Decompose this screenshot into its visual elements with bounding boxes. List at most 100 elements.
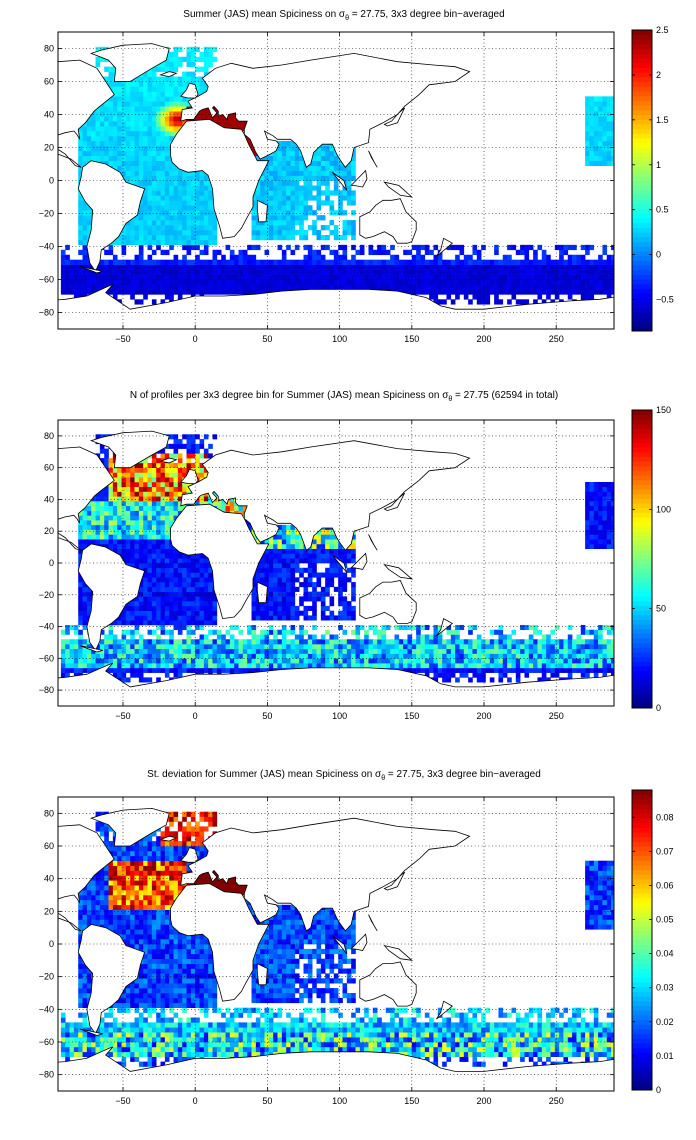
heatmap-cell <box>468 274 473 280</box>
heatmap-cell <box>351 284 356 290</box>
heatmap-cell <box>368 249 374 256</box>
heatmap-cell <box>138 131 144 137</box>
heatmap-cell <box>221 663 226 669</box>
heatmap-cell <box>117 510 122 516</box>
heatmap-cell <box>212 434 218 440</box>
heatmap-cell <box>151 106 157 112</box>
colorbar-segment <box>632 255 652 261</box>
heatmap-cell <box>190 453 196 459</box>
heatmap-cell <box>69 639 75 645</box>
heatmap-cell <box>290 175 296 181</box>
heatmap-cell <box>234 289 239 295</box>
heatmap-cell <box>164 582 170 588</box>
heatmap-cell <box>208 591 213 597</box>
heatmap-cell <box>130 259 135 265</box>
heatmap-cell <box>78 639 83 645</box>
heatmap-cell <box>307 279 313 285</box>
heatmap-cell <box>273 601 278 607</box>
heatmap-cell <box>108 259 114 265</box>
heatmap-cell <box>338 165 343 171</box>
heatmap-cell <box>611 135 614 142</box>
heatmap-cell <box>255 610 261 616</box>
heatmap-cell <box>221 289 226 295</box>
heatmap-cell <box>117 81 122 87</box>
heatmap-cell <box>203 558 209 564</box>
heatmap-cell <box>99 653 105 659</box>
heatmap-cell <box>338 274 343 280</box>
heatmap-cell <box>164 264 170 270</box>
heatmap-cell <box>130 510 135 516</box>
heatmap-cell <box>372 279 378 285</box>
heatmap-cell <box>563 249 569 256</box>
heatmap-cell <box>160 515 166 521</box>
heatmap-cell <box>147 126 153 132</box>
heatmap-cell <box>95 284 101 290</box>
heatmap-cell <box>234 505 239 511</box>
heatmap-cell <box>268 264 274 270</box>
heatmap-cell <box>173 453 179 459</box>
heatmap-cell <box>593 289 599 295</box>
heatmap-cell <box>177 259 183 265</box>
heatmap-cell <box>182 572 187 578</box>
heatmap-cell <box>277 577 283 583</box>
heatmap-cell <box>268 230 274 236</box>
heatmap-cell <box>589 111 595 117</box>
heatmap-cell <box>212 56 218 62</box>
heatmap-cell <box>203 279 209 285</box>
heatmap-cell <box>606 150 612 157</box>
heatmap-cell <box>238 644 244 650</box>
heatmap-cell <box>260 284 265 290</box>
heatmap-cell <box>580 289 586 295</box>
heatmap-cell <box>125 472 131 478</box>
heatmap-cell <box>164 239 170 246</box>
heatmap-cell <box>212 225 218 231</box>
colorbar-segment <box>632 44 652 50</box>
heatmap-cell <box>134 155 140 161</box>
heatmap-cell <box>151 605 157 611</box>
heatmap-cell <box>420 284 426 290</box>
heatmap-cell <box>411 244 417 251</box>
heatmap-cell <box>169 486 174 492</box>
heatmap-cell <box>182 225 187 231</box>
heatmap-cell <box>182 175 187 181</box>
heatmap-cell <box>277 145 283 152</box>
heatmap-cell <box>182 481 187 488</box>
heatmap-cell <box>182 269 187 275</box>
heatmap-cell <box>134 101 140 107</box>
heatmap-cell <box>130 534 135 540</box>
heatmap-cell <box>147 165 153 171</box>
heatmap-cell <box>225 653 231 659</box>
heatmap-cell <box>216 505 222 511</box>
heatmap-cell <box>195 244 200 251</box>
heatmap-cell <box>476 259 482 265</box>
heatmap-cell <box>121 663 127 669</box>
heatmap-cell <box>117 486 122 492</box>
heatmap-cell <box>190 658 196 664</box>
heatmap-cell <box>225 116 231 122</box>
heatmap-cell <box>112 496 118 502</box>
heatmap-cell <box>260 230 265 236</box>
heatmap-cell <box>342 259 348 265</box>
heatmap-cell <box>299 160 304 166</box>
heatmap-cell <box>156 486 161 492</box>
heatmap-cell <box>563 274 569 280</box>
y-tick-label: −40 <box>39 242 54 252</box>
heatmap-cell <box>299 269 304 275</box>
heatmap-cell <box>242 121 248 127</box>
heatmap-cell <box>481 274 486 280</box>
heatmap-cell <box>190 210 196 216</box>
heatmap-cell <box>195 663 200 669</box>
heatmap-cell <box>99 135 105 142</box>
heatmap-cell <box>177 86 183 92</box>
heatmap-cell <box>242 254 248 260</box>
heatmap-cell <box>238 259 244 265</box>
heatmap-cell <box>138 620 144 626</box>
heatmap-cell <box>156 624 161 631</box>
heatmap-cell <box>550 269 556 275</box>
heatmap-cell <box>307 190 313 196</box>
heatmap-cell <box>338 284 343 290</box>
heatmap-cell <box>65 648 70 654</box>
heatmap-cell <box>138 254 144 260</box>
heatmap-cell <box>86 140 92 147</box>
heatmap-cell <box>78 274 83 280</box>
